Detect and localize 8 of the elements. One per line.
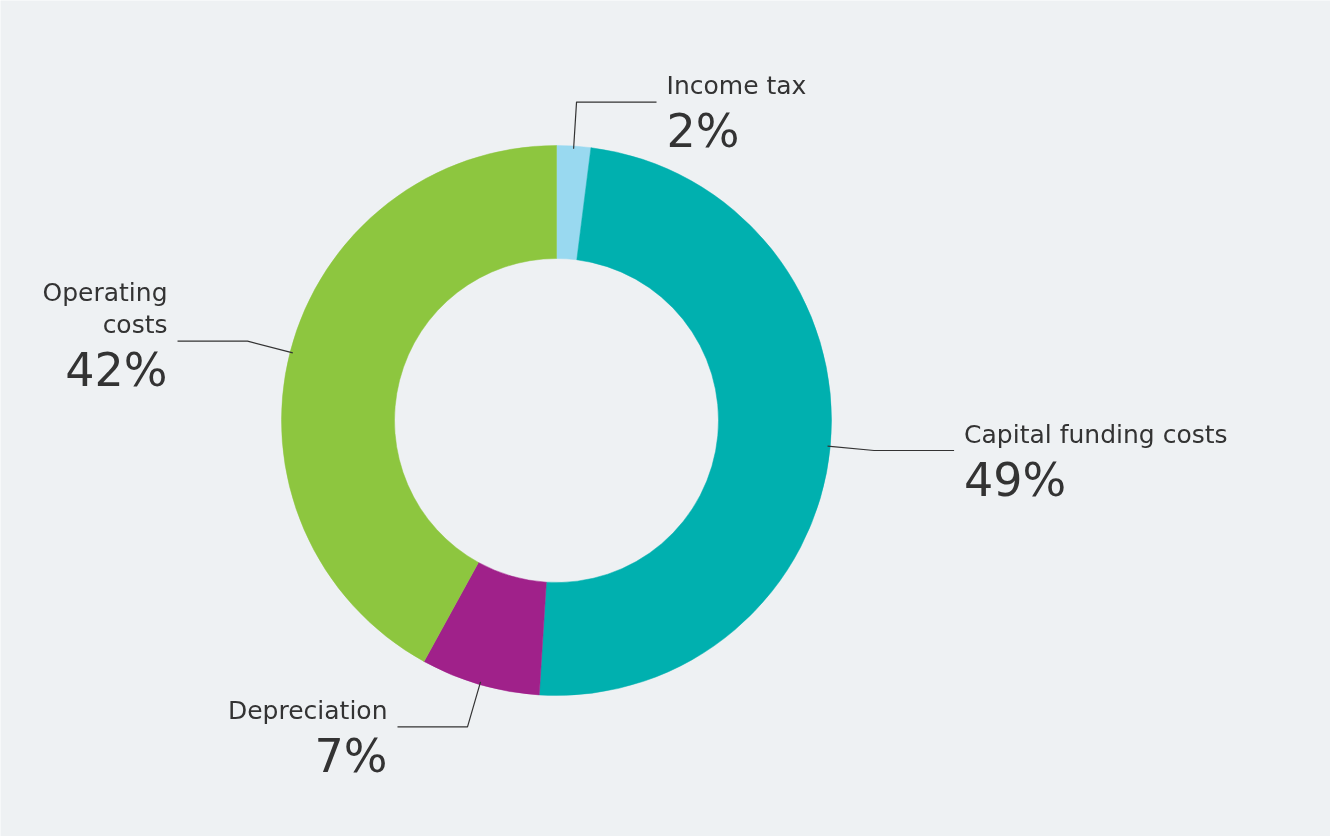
data-label: 49% xyxy=(964,452,1067,507)
data-label: 7% xyxy=(314,728,388,783)
data-label: 2% xyxy=(666,104,740,159)
slice-label: Income tax xyxy=(666,71,807,101)
data-label: 42% xyxy=(65,343,168,398)
slice-label: Depreciation xyxy=(227,695,388,725)
slice-label: Capital funding costs xyxy=(964,419,1228,449)
slice-label: Operating costs xyxy=(42,278,168,340)
